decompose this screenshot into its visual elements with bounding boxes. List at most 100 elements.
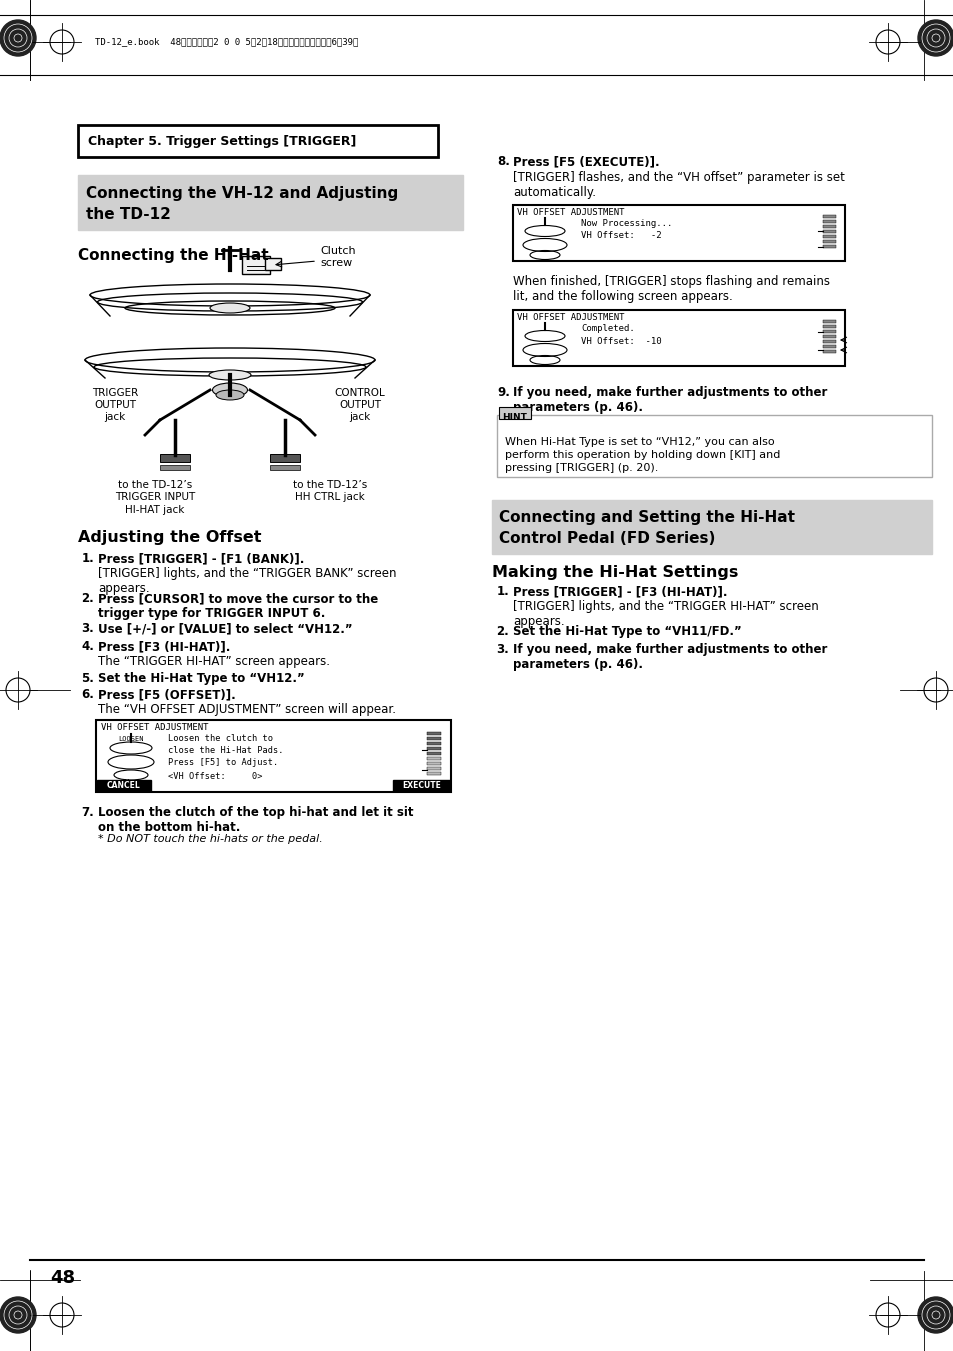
Bar	[822, 345, 835, 349]
Bar	[497, 415, 931, 477]
Ellipse shape	[209, 370, 251, 380]
Text: 1.: 1.	[496, 585, 509, 598]
Text: Making the Hi-Hat Settings: Making the Hi-Hat Settings	[492, 565, 738, 580]
Bar	[822, 240, 835, 243]
Bar	[822, 245, 835, 249]
Text: 7.: 7.	[81, 807, 94, 819]
Bar	[822, 330, 835, 332]
Bar	[427, 771, 440, 775]
Text: 9.: 9.	[497, 386, 509, 399]
Bar	[822, 340, 835, 343]
Text: [TRIGGER] flashes, and the “VH offset” parameter is set
automatically.: [TRIGGER] flashes, and the “VH offset” p…	[513, 172, 844, 199]
Text: [TRIGGER] lights, and the “TRIGGER BANK” screen
appears.: [TRIGGER] lights, and the “TRIGGER BANK”…	[98, 567, 396, 594]
Circle shape	[917, 1297, 953, 1333]
Text: CONTROL
OUTPUT
jack: CONTROL OUTPUT jack	[335, 388, 385, 423]
Text: Press [F5 (EXECUTE)].: Press [F5 (EXECUTE)].	[513, 155, 659, 168]
Bar	[393, 780, 450, 790]
Bar	[498, 407, 531, 419]
Bar	[427, 738, 440, 740]
Text: Adjusting the Offset: Adjusting the Offset	[78, 530, 261, 544]
Bar	[822, 326, 835, 328]
Bar	[78, 176, 462, 230]
Text: [TRIGGER] lights, and the “TRIGGER HI-HAT” screen
appears.: [TRIGGER] lights, and the “TRIGGER HI-HA…	[513, 600, 818, 628]
Text: VH OFFSET ADJUSTMENT: VH OFFSET ADJUSTMENT	[517, 313, 624, 322]
Text: to the TD-12’s
HH CTRL jack: to the TD-12’s HH CTRL jack	[293, 480, 367, 503]
Bar	[513, 205, 844, 261]
Text: When Hi-Hat Type is set to “VH12,” you can also
perform this operation by holdin: When Hi-Hat Type is set to “VH12,” you c…	[504, 436, 780, 473]
Text: 6.: 6.	[81, 688, 94, 701]
Bar	[822, 230, 835, 232]
Bar	[822, 350, 835, 353]
Text: Press [F5 (OFFSET)].: Press [F5 (OFFSET)].	[98, 688, 235, 701]
Text: 8.: 8.	[497, 155, 509, 168]
Bar	[270, 454, 299, 462]
Text: LOOSEN: LOOSEN	[118, 736, 143, 742]
Text: 3.: 3.	[496, 643, 509, 657]
Text: <VH Offset:     0>: <VH Offset: 0>	[168, 771, 262, 781]
Text: Press [CURSOR] to move the cursor to the
trigger type for TRIGGER INPUT 6.: Press [CURSOR] to move the cursor to the…	[98, 592, 377, 620]
Bar	[822, 320, 835, 323]
Text: 48: 48	[50, 1269, 75, 1288]
Circle shape	[0, 1297, 36, 1333]
Text: II: II	[124, 780, 130, 789]
Bar	[427, 767, 440, 770]
Text: 4.: 4.	[81, 640, 94, 653]
Bar	[427, 762, 440, 765]
Text: TRIGGER
OUTPUT
jack: TRIGGER OUTPUT jack	[91, 388, 138, 423]
Text: VH OFFSET ADJUSTMENT: VH OFFSET ADJUSTMENT	[517, 208, 624, 218]
Bar	[160, 454, 190, 462]
Text: 3.: 3.	[81, 621, 94, 635]
Text: 2.: 2.	[496, 626, 509, 638]
Text: 5.: 5.	[81, 671, 94, 685]
Text: Completed.
VH Offset:  -10: Completed. VH Offset: -10	[580, 324, 661, 346]
Bar	[427, 742, 440, 744]
Circle shape	[917, 20, 953, 55]
Text: If you need, make further adjustments to other
parameters (p. 46).: If you need, make further adjustments to…	[513, 386, 826, 413]
Bar	[822, 215, 835, 218]
Text: VH OFFSET ADJUSTMENT: VH OFFSET ADJUSTMENT	[101, 723, 209, 732]
Circle shape	[0, 20, 36, 55]
Bar	[513, 309, 844, 366]
Bar	[96, 720, 451, 792]
Bar	[822, 235, 835, 238]
Text: When finished, [TRIGGER] stops flashing and remains
lit, and the following scree: When finished, [TRIGGER] stops flashing …	[513, 276, 829, 303]
Text: Chapter 5. Trigger Settings [TRIGGER]: Chapter 5. Trigger Settings [TRIGGER]	[88, 135, 356, 149]
Bar	[427, 747, 440, 750]
Bar	[265, 258, 281, 270]
Bar	[822, 220, 835, 223]
Bar	[270, 465, 299, 470]
Bar	[160, 465, 190, 470]
Text: Set the Hi-Hat Type to “VH12.”: Set the Hi-Hat Type to “VH12.”	[98, 671, 304, 685]
Text: TD-12_e.book  48ページ・・・2 0 0 5年2月18日・・金曜日・・午後6時39分: TD-12_e.book 48ページ・・・2 0 0 5年2月18日・・金曜日・…	[95, 38, 358, 46]
Text: The “VH OFFSET ADJUSTMENT” screen will appear.: The “VH OFFSET ADJUSTMENT” screen will a…	[98, 703, 395, 716]
Text: Use [+/-] or [VALUE] to select “VH12.”: Use [+/-] or [VALUE] to select “VH12.”	[98, 621, 353, 635]
Text: Press [TRIGGER] - [F3 (HI-HAT)].: Press [TRIGGER] - [F3 (HI-HAT)].	[513, 585, 727, 598]
Bar	[78, 126, 437, 157]
Text: HINT: HINT	[502, 413, 527, 422]
Bar	[427, 753, 440, 755]
Text: If you need, make further adjustments to other
parameters (p. 46).: If you need, make further adjustments to…	[513, 643, 826, 671]
Text: 2.: 2.	[81, 592, 94, 605]
Text: Press [TRIGGER] - [F1 (BANK)].: Press [TRIGGER] - [F1 (BANK)].	[98, 553, 304, 565]
Text: Loosen the clutch to
close the Hi-Hat Pads.
Press [F5] to Adjust.: Loosen the clutch to close the Hi-Hat Pa…	[168, 734, 283, 767]
Text: 1.: 1.	[81, 553, 94, 565]
Text: Connecting the VH-12 and Adjusting
the TD-12: Connecting the VH-12 and Adjusting the T…	[86, 186, 397, 222]
Bar	[427, 757, 440, 761]
Bar	[822, 335, 835, 338]
Bar	[492, 500, 931, 554]
Text: Press [F3 (HI-HAT)].: Press [F3 (HI-HAT)].	[98, 640, 230, 653]
Bar	[427, 732, 440, 735]
Text: EXECUTE: EXECUTE	[402, 781, 441, 790]
Text: Loosen the clutch of the top hi-hat and let it sit
on the bottom hi-hat.: Loosen the clutch of the top hi-hat and …	[98, 807, 413, 834]
Ellipse shape	[215, 390, 244, 400]
Text: CANCEL: CANCEL	[107, 781, 141, 790]
Ellipse shape	[213, 382, 247, 397]
Text: Connecting and Setting the Hi-Hat
Control Pedal (FD Series): Connecting and Setting the Hi-Hat Contro…	[498, 509, 794, 546]
Text: The “TRIGGER HI-HAT” screen appears.: The “TRIGGER HI-HAT” screen appears.	[98, 655, 330, 667]
Ellipse shape	[210, 303, 250, 313]
Bar	[242, 255, 270, 274]
Text: Connecting the Hi-Hat: Connecting the Hi-Hat	[78, 249, 269, 263]
Text: to the TD-12’s
TRIGGER INPUT
HI-HAT jack: to the TD-12’s TRIGGER INPUT HI-HAT jack	[114, 480, 195, 515]
Text: Now Processing...
VH Offset:   -2: Now Processing... VH Offset: -2	[580, 219, 672, 240]
Bar	[822, 226, 835, 228]
